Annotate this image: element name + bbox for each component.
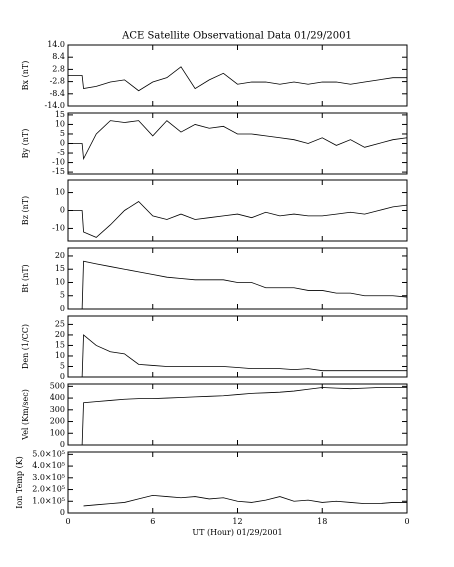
y-tick-label: 500 xyxy=(50,381,65,390)
y-tick-label: -14.0 xyxy=(44,101,65,110)
x-tick-label: 0 xyxy=(404,517,409,526)
y-tick-label: 0 xyxy=(60,304,65,313)
y-tick-label: 5.0×10⁵ xyxy=(32,449,65,458)
data-line xyxy=(68,334,407,378)
y-tick-label: 5 xyxy=(60,129,65,138)
y-tick-label: 400 xyxy=(50,393,65,402)
y-tick-label: 15 xyxy=(55,264,65,273)
y-tick-label: 15 xyxy=(55,110,65,119)
y-axis-label: Ion Temp (K) xyxy=(15,456,24,509)
data-line xyxy=(68,201,408,238)
y-tick-label: -2.8 xyxy=(50,77,65,86)
y-tick-label: -8.4 xyxy=(50,89,65,98)
y-tick-label: 5 xyxy=(60,361,65,370)
x-tick-label: 6 xyxy=(150,517,155,526)
panel-frame xyxy=(67,44,408,107)
x-tick-label: 18 xyxy=(317,517,327,526)
y-tick-label: 2.8 xyxy=(52,64,65,73)
y-tick-label: 100 xyxy=(50,428,65,437)
y-tick-label: 0 xyxy=(60,440,65,449)
y-axis-label: By (nT) xyxy=(21,129,30,159)
data-line xyxy=(68,120,408,161)
y-tick-label: 20 xyxy=(55,251,65,260)
y-tick-label: -10 xyxy=(52,158,65,167)
x-tick-label: 0 xyxy=(65,517,70,526)
y-axis-label: Vel (Km/sec) xyxy=(21,389,30,441)
y-tick-label: 10 xyxy=(55,351,65,360)
y-tick-label: 200 xyxy=(50,417,65,426)
panel-frame xyxy=(67,179,408,242)
panel-frame xyxy=(67,451,408,514)
y-tick-label: 10 xyxy=(55,188,65,197)
data-line xyxy=(68,260,408,310)
y-axis-label: Den (1/CC) xyxy=(21,324,30,369)
y-tick-label: 0 xyxy=(60,508,65,517)
y-tick-label: 10 xyxy=(55,119,65,128)
y-tick-label: 3.0×10⁵ xyxy=(32,473,65,482)
y-tick-label: 10 xyxy=(55,277,65,286)
data-line xyxy=(68,387,407,446)
y-axis-label: Bx (nT) xyxy=(21,61,30,91)
panel-frame xyxy=(67,247,408,310)
x-axis-label: UT (Hour) 01/29/2001 xyxy=(192,528,282,537)
panel-frame xyxy=(67,383,408,446)
y-tick-label: 14.0 xyxy=(47,40,65,49)
y-tick-label: 20 xyxy=(55,330,65,339)
x-tick-label: 12 xyxy=(232,517,242,526)
y-tick-label: 8.4 xyxy=(52,52,65,61)
data-line xyxy=(68,66,407,92)
y-tick-label: 4.0×10⁵ xyxy=(32,461,65,470)
y-tick-label: 15 xyxy=(55,340,65,349)
y-tick-label: 1.0×10⁵ xyxy=(32,496,65,505)
y-axis-label: Bt (nT) xyxy=(21,264,30,292)
y-tick-label: 300 xyxy=(50,405,65,414)
y-tick-label: 5 xyxy=(60,291,65,300)
y-tick-label: -10 xyxy=(52,223,65,232)
y-tick-label: 25 xyxy=(55,319,65,328)
y-tick-label: 0 xyxy=(60,139,65,148)
y-tick-label: 2.0×10⁵ xyxy=(32,485,65,494)
y-tick-label: 0 xyxy=(60,372,65,381)
data-line xyxy=(83,494,407,507)
y-tick-label: -15 xyxy=(52,167,65,176)
chart-title: ACE Satellite Observational Data 01/29/2… xyxy=(121,31,352,42)
y-tick-label: 0 xyxy=(60,206,65,215)
y-tick-label: -5 xyxy=(57,148,65,157)
y-axis-label: Bz (nT) xyxy=(21,196,30,225)
